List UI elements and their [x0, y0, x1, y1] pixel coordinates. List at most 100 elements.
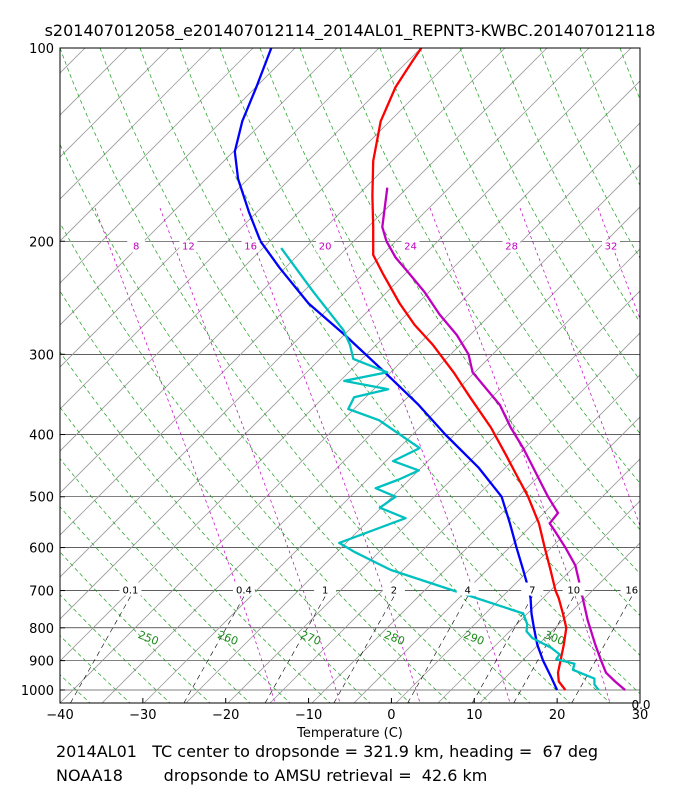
dry-adiabat [219, 48, 640, 656]
moist-adiabat-label-bg [127, 240, 146, 253]
moist-adiabat-label: 12 [182, 241, 195, 252]
dry-adiabat [60, 48, 531, 703]
series-line-2 [280, 247, 600, 691]
mixing-ratio-line [571, 596, 632, 703]
dry-adiabat [60, 458, 291, 703]
corner-label: 0.0 [631, 698, 650, 712]
dry-adiabat [60, 222, 451, 703]
plot-frame [59, 47, 641, 704]
isotherm-line [60, 48, 590, 578]
moist-adiabat-label-bg [241, 240, 260, 253]
moist-adiabat [94, 207, 276, 703]
footer-amsu-distance: NOAA18 dropsonde to AMSU retrieval = 42.… [56, 766, 488, 785]
isotherm-line [185, 248, 640, 703]
mixing-ratio-label: 16 [625, 586, 638, 597]
y-tick-label: 300 [29, 348, 54, 363]
mixing-ratio-line [70, 596, 131, 703]
mixing-ratio-line [333, 596, 395, 703]
isotherm-line [353, 416, 640, 703]
moist-adiabat-label-bg [316, 240, 335, 253]
dry-adiabat [259, 48, 640, 616]
isotherm-line [60, 48, 128, 116]
y-tick-label: 500 [29, 491, 54, 506]
x-tick-label: 0 [387, 708, 395, 723]
x-tick-label: −20 [212, 708, 239, 723]
dry-adiabat [339, 48, 640, 531]
dry-adiabat-label: 280 [382, 628, 406, 648]
y-tick-label: 200 [29, 235, 54, 250]
dry-adiabat [60, 290, 411, 703]
y-tick-label: 800 [29, 622, 54, 637]
dry-adiabat [179, 48, 640, 695]
mixing-ratio-label-bg [232, 582, 255, 596]
isotherm-line [437, 500, 640, 703]
mixing-ratio-label: 1 [322, 586, 328, 597]
isotherm-line [60, 48, 632, 620]
isotherm-line [60, 48, 506, 494]
dry-adiabat-label: 270 [299, 628, 323, 648]
isotherm-line [101, 164, 640, 703]
moist-adiabat-label-bg [179, 240, 198, 253]
mixing-ratio-label-bg [521, 582, 544, 596]
mixing-ratio-label-bg [119, 582, 142, 596]
moist-adiabat [429, 207, 611, 703]
dry-adiabat [0, 48, 50, 703]
isotherm-line [269, 332, 640, 703]
dry-adiabat [419, 48, 640, 435]
moist-adiabat-label: 16 [244, 241, 257, 252]
y-tick-label: 400 [29, 429, 54, 444]
dry-adiabat [379, 48, 640, 484]
moist-adiabat [239, 207, 421, 703]
isotherm-line [479, 542, 640, 703]
dry-adiabat [60, 506, 251, 703]
x-axis-label: Temperature (C) [296, 726, 403, 740]
y-tick-label: 600 [29, 542, 54, 557]
profile-lines [233, 48, 626, 691]
moist-adiabat-label: 24 [404, 241, 417, 252]
moist-adiabat [159, 207, 341, 703]
moist-adiabat [329, 207, 511, 703]
y-tick-label: 100 [29, 42, 54, 57]
footer-tc-distance: 2014AL01 TC center to dropsonde = 321.9 … [56, 742, 599, 761]
y-tick-label: 1000 [21, 684, 54, 699]
background-grid [0, 48, 640, 703]
isotherm-line [60, 48, 464, 452]
mixing-ratio-line [183, 596, 245, 703]
mixing-ratio-label-bg [620, 582, 643, 596]
x-tick-label: 30 [632, 708, 649, 723]
isotherm-line [60, 48, 212, 200]
dry-adiabat [60, 351, 371, 703]
moist-adiabat-label: 8 [133, 241, 139, 252]
moist-adiabat-label-bg [602, 240, 620, 253]
dry-adiabat-label: 290 [462, 628, 486, 648]
mixing-ratio-label: 2 [391, 586, 397, 597]
x-tick-label: 20 [549, 708, 566, 723]
mixing-ratio-label-bg [562, 582, 585, 596]
y-tick-label: 700 [29, 585, 54, 600]
mixing-ratio-line [264, 596, 326, 703]
isotherm-line [60, 48, 338, 326]
series-line-1 [233, 48, 559, 691]
x-tick-label: −40 [46, 708, 73, 723]
dry-adiabat [99, 48, 571, 703]
dry-adiabat [459, 48, 640, 381]
x-tick-label: −10 [295, 708, 322, 723]
dry-adiabat [60, 406, 331, 703]
isotherm-line [395, 458, 640, 703]
moist-adiabat-label: 20 [319, 241, 332, 252]
mixing-ratio-line [407, 596, 468, 703]
dry-adiabat [60, 594, 171, 703]
x-tick-label: −30 [129, 708, 156, 723]
isotherm-line [60, 48, 296, 284]
mixing-ratio-label: 0.4 [236, 586, 252, 597]
mixing-ratio-label: 7 [529, 586, 535, 597]
series-line-0 [371, 48, 568, 691]
dry-adiabat [619, 48, 640, 100]
moist-adiabat-label-bg [502, 240, 521, 253]
y-tick-label: 900 [29, 655, 54, 670]
dry-adiabat-label: 260 [216, 628, 240, 648]
moist-adiabat [597, 207, 640, 320]
